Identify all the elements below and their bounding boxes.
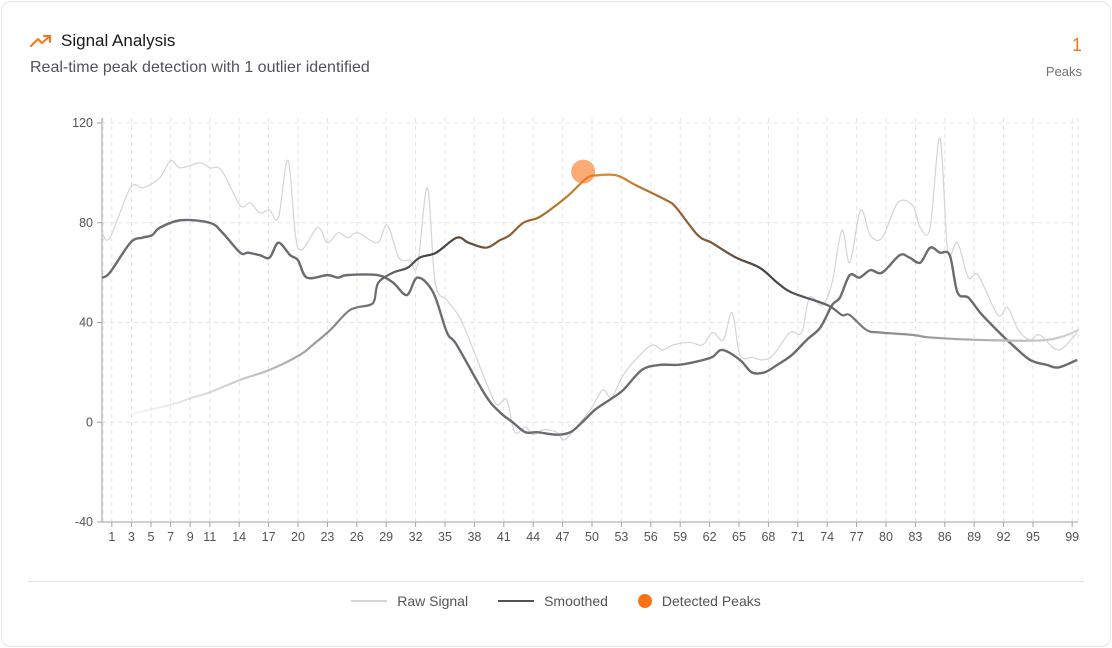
- card-subtitle: Real-time peak detection with 1 outlier …: [30, 59, 370, 76]
- x-tick-label: 99: [1065, 530, 1079, 544]
- x-tick-label: 35: [438, 530, 452, 544]
- x-tick-label: 92: [997, 530, 1011, 544]
- x-tick-label: 53: [614, 530, 628, 544]
- x-tick-label: 17: [262, 530, 276, 544]
- x-tick-label: 56: [644, 530, 658, 544]
- x-tick-label: 44: [526, 530, 540, 544]
- x-tick-label: 62: [703, 530, 717, 544]
- x-tick-label: 89: [967, 530, 981, 544]
- legend-label: Detected Peaks: [661, 593, 761, 609]
- x-tick-label: 14: [232, 530, 246, 544]
- card-header: Signal Analysis: [30, 31, 175, 51]
- x-tick-label: 95: [1026, 530, 1040, 544]
- series-layer: [101, 137, 1080, 441]
- legend-label: Smoothed: [544, 593, 608, 609]
- x-tick-label: 65: [732, 530, 746, 544]
- x-tick-label: 80: [879, 530, 893, 544]
- raw-signal-line: [101, 137, 1078, 441]
- x-tick-label: 23: [320, 530, 334, 544]
- card-title: Signal Analysis: [61, 31, 176, 50]
- x-tick-label: 11: [203, 530, 216, 544]
- x-tick-label: 50: [585, 530, 599, 544]
- legend-smoothed[interactable]: Smoothed: [498, 593, 608, 609]
- y-tick-label: 120: [72, 116, 93, 130]
- x-tick-label: 83: [908, 530, 922, 544]
- legend-raw-signal[interactable]: Raw Signal: [351, 593, 468, 609]
- peaks-layer: [571, 159, 596, 184]
- x-tick-label: 77: [850, 530, 864, 544]
- x-tick-label: 41: [497, 530, 511, 544]
- x-tick-label: 38: [467, 530, 481, 544]
- smoothed-swatch: [498, 600, 535, 602]
- x-tick-label: 5: [148, 530, 155, 544]
- x-tick-label: 7: [167, 530, 174, 544]
- legend-divider: [28, 581, 1084, 582]
- x-tick-label: 74: [820, 530, 834, 544]
- legend-label: Raw Signal: [397, 593, 469, 609]
- grid: [102, 118, 1079, 522]
- x-tick-label: 68: [761, 530, 775, 544]
- peaks-count: 1: [1071, 35, 1082, 55]
- smoothed-line: [101, 218, 1078, 436]
- x-tick-label: 32: [409, 530, 423, 544]
- y-tick-label: 0: [86, 415, 93, 429]
- detected-peak-marker: [571, 159, 596, 184]
- x-tick-label: 3: [128, 530, 135, 544]
- x-tick-label: 26: [350, 530, 364, 544]
- x-tick-label: 86: [938, 530, 952, 544]
- trend-line: [127, 173, 1080, 416]
- peaks-label: Peaks: [1045, 64, 1082, 79]
- x-tick-label: 20: [291, 530, 305, 544]
- x-tick-label: 1: [108, 530, 115, 544]
- legend: Raw Signal Smoothed Detected Peaks: [0, 593, 1112, 609]
- raw-signal-swatch: [351, 600, 388, 602]
- y-tick-label: -40: [75, 515, 93, 529]
- y-tick-label: 80: [79, 216, 93, 230]
- peaks-stat: 1 Peaks: [1046, 35, 1082, 79]
- legend-detected-peaks[interactable]: Detected Peaks: [637, 593, 761, 609]
- x-tick-label: 71: [791, 530, 805, 544]
- y-tick-label: 40: [79, 316, 93, 330]
- x-tick-label: 47: [556, 530, 570, 544]
- x-tick-label: 29: [379, 530, 393, 544]
- x-tick-label: 59: [673, 530, 687, 544]
- x-tick-label: 9: [187, 530, 194, 544]
- trending-up-icon: [30, 35, 51, 47]
- peak-dot-swatch: [637, 594, 652, 608]
